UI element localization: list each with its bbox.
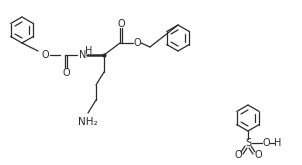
Text: O: O: [133, 38, 141, 48]
Text: H: H: [85, 46, 93, 56]
Text: N: N: [79, 50, 87, 60]
Text: O: O: [254, 150, 262, 160]
Text: NH₂: NH₂: [78, 117, 98, 127]
Text: O: O: [234, 150, 242, 160]
Text: S: S: [245, 138, 251, 148]
Text: O: O: [262, 138, 270, 148]
Text: O: O: [62, 68, 70, 78]
Text: H: H: [274, 138, 282, 148]
Text: O: O: [41, 50, 49, 60]
Text: O: O: [117, 19, 125, 29]
